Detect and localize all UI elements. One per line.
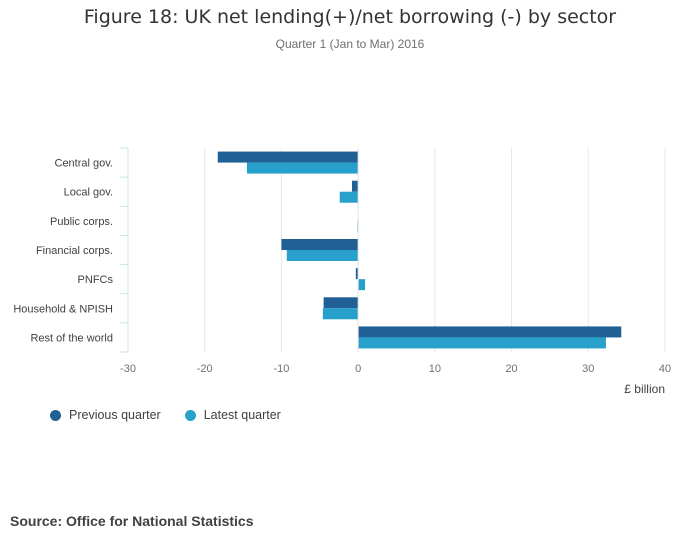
- bar-previous-5: [323, 297, 359, 309]
- bar-previous-1: [352, 180, 359, 192]
- category-label: Local gov.: [64, 187, 113, 199]
- x-tick-label: 40: [659, 363, 671, 375]
- category-label: Household & NPISH: [13, 303, 113, 315]
- legend-label: Latest quarter: [203, 408, 281, 422]
- x-tick-label: 30: [582, 363, 594, 375]
- bar-latest-6: [358, 337, 606, 349]
- legend-marker-icon: [184, 409, 196, 421]
- bar-latest-0: [246, 162, 359, 174]
- bar-latest-4: [358, 279, 366, 291]
- x-tick-label: -20: [197, 363, 213, 375]
- bar-latest-1: [339, 191, 359, 203]
- bar-previous-4: [355, 268, 359, 280]
- chart-legend: Previous quarter Latest quarter: [50, 408, 305, 422]
- x-tick-label: -10: [273, 363, 289, 375]
- legend-label: Previous quarter: [69, 408, 161, 422]
- bar-latest-5: [322, 308, 359, 320]
- legend-item-latest-quarter[interactable]: Latest quarter: [184, 408, 281, 422]
- source-note: Source: Office for National Statistics: [10, 513, 254, 529]
- bar-latest-3: [286, 250, 359, 261]
- chart-subtitle: Quarter 1 (Jan to Mar) 2016: [275, 37, 425, 51]
- category-label: Public corps.: [50, 216, 113, 228]
- bar-previous-3: [281, 239, 359, 250]
- x-tick-label: 10: [429, 363, 441, 375]
- x-axis-label: £ billion: [624, 382, 665, 396]
- category-label: PNFCs: [78, 274, 114, 286]
- category-label: Financial corps.: [36, 245, 113, 257]
- x-tick-label: -30: [120, 363, 136, 375]
- x-tick-label: 20: [505, 363, 517, 375]
- bar-previous-6: [358, 326, 622, 338]
- x-tick-label: 0: [355, 363, 361, 375]
- legend-marker-icon: [50, 409, 61, 421]
- bar-previous-0: [217, 151, 359, 163]
- chart-title: Figure 18: UK net lending(+)/net borrowi…: [83, 6, 617, 28]
- category-label: Rest of the world: [30, 332, 113, 344]
- legend-item-previous-quarter[interactable]: Previous quarter: [50, 408, 161, 422]
- category-label: Central gov.: [55, 158, 114, 170]
